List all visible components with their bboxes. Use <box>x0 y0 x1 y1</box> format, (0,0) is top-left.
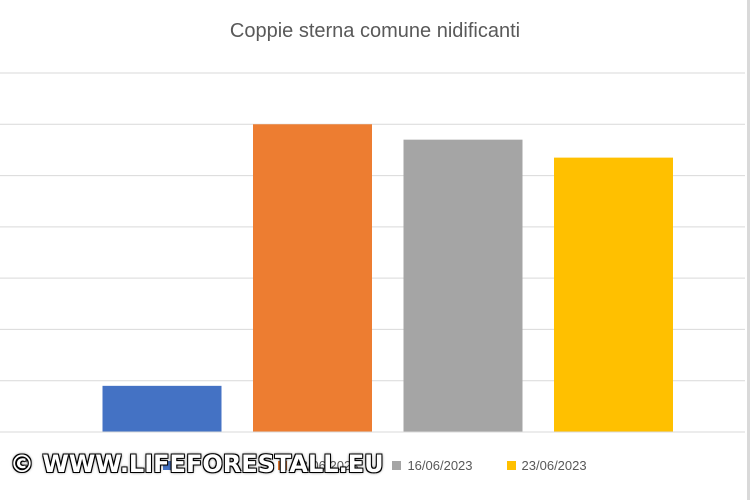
legend-item: 08/06/2023 <box>278 458 358 473</box>
legend-swatch <box>506 461 516 470</box>
bar <box>253 124 372 433</box>
legend-label: 08/06/2023 <box>293 458 359 473</box>
chart-title: Coppie sterna comune nidificanti <box>229 20 521 42</box>
legend-swatch <box>392 461 402 470</box>
bar <box>554 157 673 432</box>
legend-label: 23/06/2023 <box>521 458 587 473</box>
legend-item: 23/06/2023 <box>506 458 587 473</box>
legend-swatch <box>163 461 173 470</box>
watermark: © WWW.LIFEFORESTALL.EU <box>10 450 384 478</box>
legend: 08/06/2023 16/06/2023 23/06/2023 <box>0 458 750 473</box>
bar <box>403 139 523 432</box>
legend-label: 16/06/2023 <box>407 458 473 473</box>
legend-item: 16/06/2023 <box>392 458 473 473</box>
bar <box>102 385 222 432</box>
bars <box>102 124 673 433</box>
legend-item <box>163 458 244 473</box>
frame-edge <box>747 0 750 500</box>
legend-swatch <box>278 461 288 470</box>
